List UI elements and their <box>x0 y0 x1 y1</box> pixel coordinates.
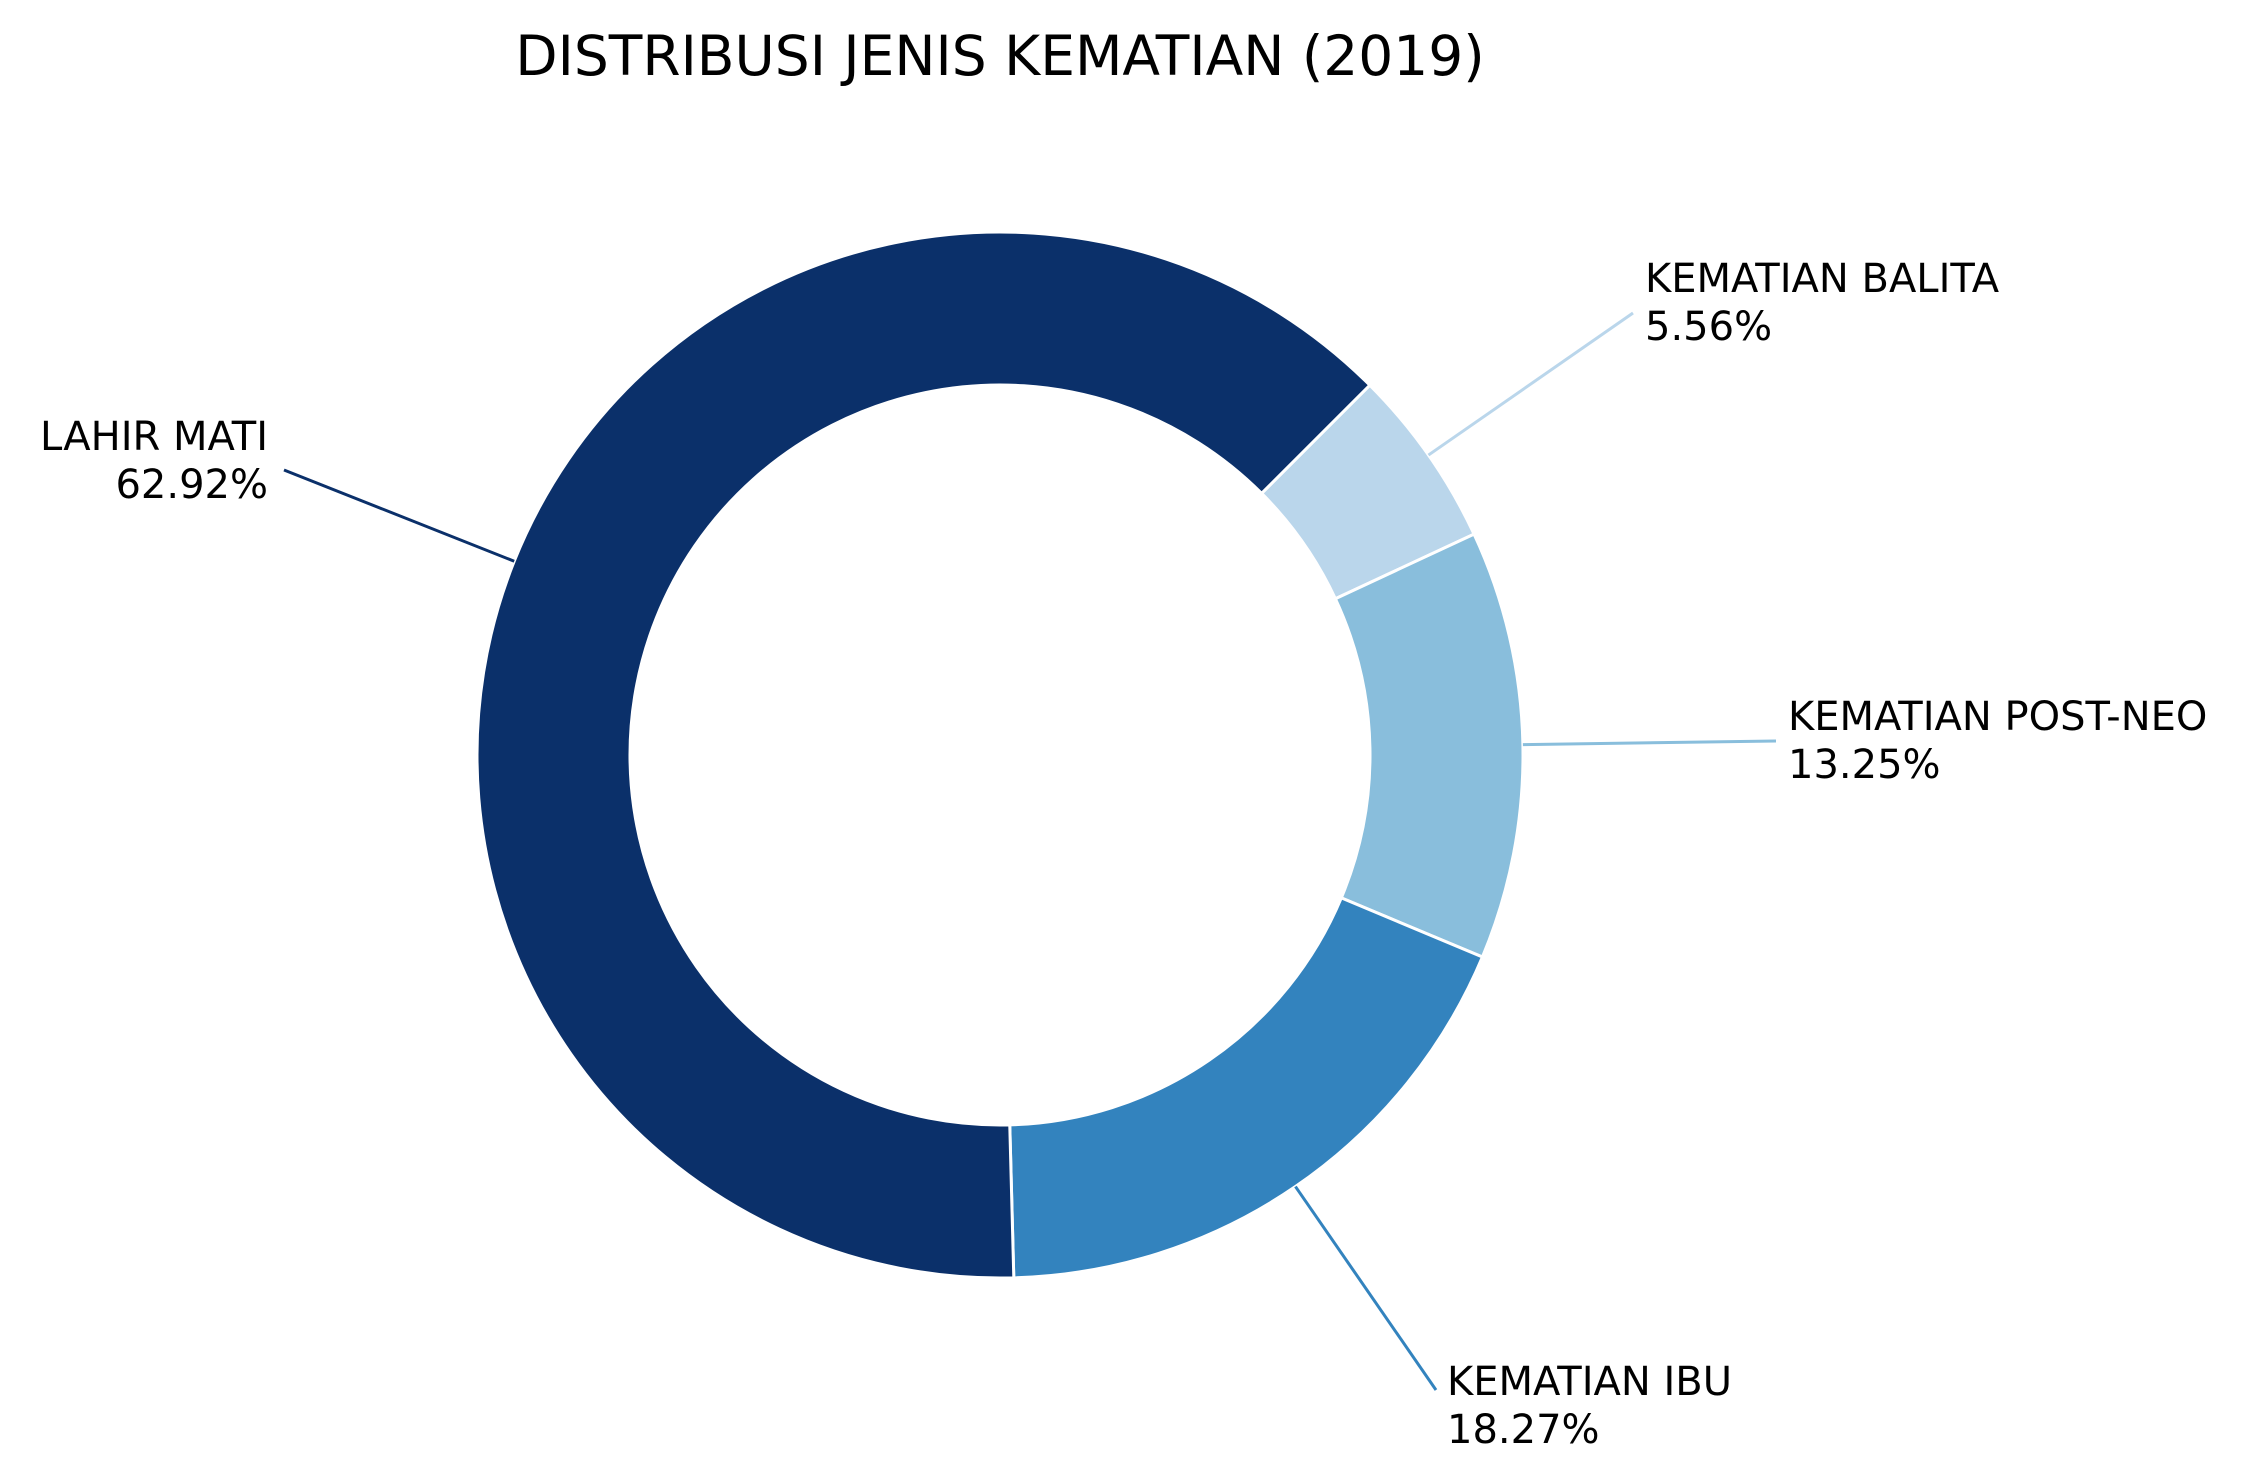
slice-lahir-mati <box>475 230 1372 1280</box>
slice-value-kematian-ibu: 18.27% <box>1447 1407 1600 1453</box>
slice-label-kematian-post-neo: KEMATIAN POST-NEO <box>1788 694 2207 740</box>
slice-value-lahir-mati: 62.92% <box>115 462 268 508</box>
leader-line-kematian-ibu <box>1294 1185 1438 1391</box>
slice-label-kematian-balita: KEMATIAN BALITA <box>1645 256 2000 302</box>
slice-value-kematian-balita: 5.56% <box>1645 304 1772 350</box>
slice-label-lahir-mati: LAHIR MATI <box>40 414 268 460</box>
slice-kematian-post-neo <box>1333 532 1525 959</box>
leader-line-lahir-mati <box>283 468 515 563</box>
donut-slices <box>475 230 1525 1280</box>
leader-lines <box>283 311 1777 1391</box>
slice-label-kematian-ibu: KEMATIAN IBU <box>1447 1359 1732 1405</box>
leader-line-kematian-balita <box>1427 311 1634 457</box>
slice-value-kematian-post-neo: 13.25% <box>1788 742 1941 788</box>
leader-line-kematian-post-neo <box>1522 739 1777 747</box>
chart-title: DISTRIBUSI JENIS KEMATIAN (2019) <box>515 24 1484 88</box>
slice-kematian-ibu <box>1008 895 1485 1280</box>
